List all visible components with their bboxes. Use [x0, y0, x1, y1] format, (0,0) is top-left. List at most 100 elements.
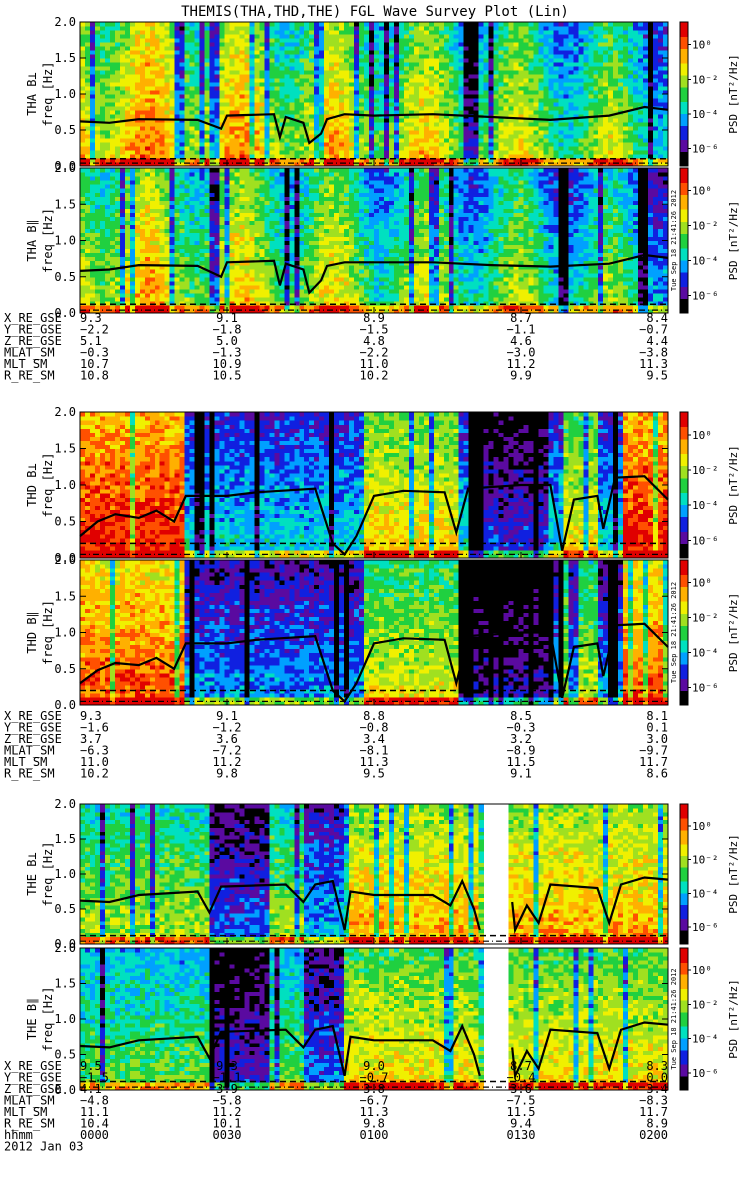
psd-cell	[533, 122, 540, 127]
psd-cell	[149, 30, 156, 35]
psd-cell	[104, 196, 111, 201]
psd-cell	[483, 106, 490, 111]
psd-cell	[398, 94, 405, 99]
psd-cell	[114, 252, 121, 258]
psd-cell	[369, 130, 375, 135]
psd-cell	[398, 106, 405, 111]
psd-cell	[448, 122, 455, 127]
psd-cell	[369, 118, 375, 123]
psd-cell	[478, 78, 485, 83]
psd-cell	[568, 74, 574, 79]
psd-cell	[279, 110, 285, 115]
psd-cell	[413, 54, 420, 59]
psd-cell	[568, 46, 574, 51]
psd-cell	[573, 106, 579, 111]
psd-cell	[623, 122, 629, 127]
psd-cell	[488, 142, 495, 147]
psd-cell	[279, 54, 285, 59]
psd-cell	[194, 54, 201, 59]
psd-cell	[139, 172, 146, 177]
psd-cell	[114, 146, 121, 151]
psd-cell	[229, 26, 236, 31]
psd-cell	[583, 146, 589, 151]
psd-cell	[369, 150, 375, 155]
psd-cell	[518, 102, 525, 107]
psd-cell	[413, 42, 420, 47]
psd-cell	[593, 150, 599, 155]
psd-cell	[124, 122, 131, 127]
psd-cell	[294, 34, 300, 39]
psd-cell	[398, 142, 405, 147]
psd-cell	[423, 42, 430, 47]
psd-cell	[383, 66, 390, 71]
psd-cell	[428, 106, 435, 111]
psd-cell	[638, 110, 644, 115]
psd-cell	[199, 62, 206, 67]
psd-cell	[119, 248, 126, 254]
psd-cell	[99, 122, 106, 127]
psd-cell	[114, 216, 121, 221]
psd-cell	[443, 146, 450, 151]
psd-cell	[538, 30, 545, 35]
psd-cell	[129, 272, 136, 278]
psd-cell	[468, 126, 475, 131]
psd-cell	[124, 184, 131, 189]
psd-cell	[528, 78, 535, 83]
psd-cell	[164, 276, 171, 282]
psd-cell	[244, 98, 251, 103]
psd-cell	[189, 78, 196, 83]
psd-cell	[643, 110, 649, 115]
psd-cell	[324, 90, 330, 95]
psd-cell	[294, 90, 300, 95]
psd-cell	[573, 70, 579, 75]
psd-cell	[229, 130, 236, 135]
psd-cell	[284, 90, 290, 95]
psd-cell	[209, 98, 216, 103]
psd-cell	[578, 146, 584, 151]
psd-cell	[109, 138, 116, 143]
psd-cell	[578, 46, 584, 51]
psd-cell	[99, 192, 106, 197]
psd-cell	[448, 34, 455, 39]
psd-cell	[374, 58, 380, 63]
psd-cell	[374, 34, 380, 39]
psd-cell	[89, 252, 96, 258]
psd-cell	[553, 154, 559, 159]
psd-cell	[388, 134, 395, 139]
psd-cell	[254, 138, 260, 143]
psd-cell	[359, 154, 365, 159]
psd-cell	[99, 284, 106, 290]
psd-cell	[219, 90, 226, 95]
psd-cell	[593, 42, 599, 47]
psd-cell	[144, 236, 151, 242]
psd-cell	[408, 62, 415, 67]
psd-cell	[578, 42, 584, 47]
psd-cell	[144, 34, 151, 39]
psd-cell	[583, 138, 589, 143]
psd-cell	[109, 22, 116, 27]
psd-cell	[523, 146, 530, 151]
psd-cell	[638, 66, 644, 71]
psd-cell	[528, 38, 535, 43]
psd-cell	[488, 58, 495, 63]
psd-cell	[114, 110, 121, 115]
psd-cell	[628, 34, 634, 39]
psd-cell	[423, 118, 430, 123]
psd-cell	[588, 126, 594, 131]
psd-cell	[339, 138, 345, 143]
psd-cell	[403, 94, 410, 99]
psd-cell	[658, 122, 664, 127]
psd-cell	[329, 66, 335, 71]
psd-cell	[463, 22, 470, 27]
psd-cell	[648, 50, 654, 55]
psd-cell	[653, 126, 659, 131]
psd-cell	[438, 138, 445, 143]
psd-cell	[643, 54, 649, 59]
psd-cell	[139, 158, 146, 163]
psd-cell	[194, 154, 201, 159]
psd-cell	[628, 66, 634, 71]
psd-cell	[344, 70, 350, 75]
psd-cell	[84, 130, 91, 135]
psd-cell	[433, 82, 440, 87]
psd-cell	[114, 130, 121, 135]
